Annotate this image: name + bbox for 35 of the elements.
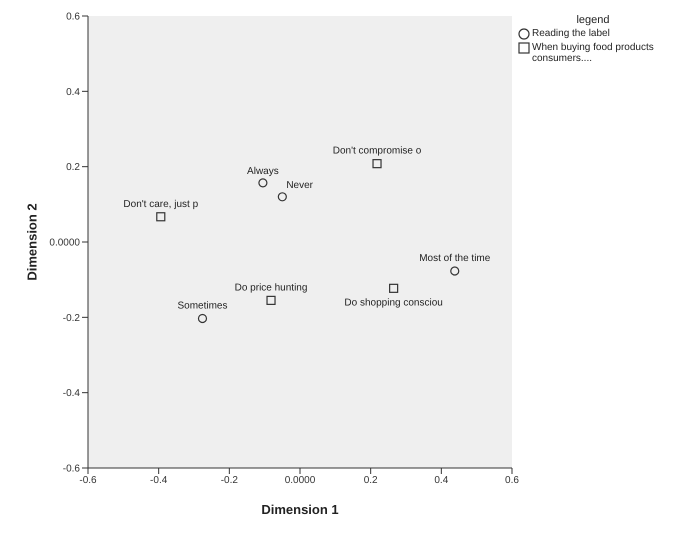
annotation: Do shopping consciou — [344, 297, 443, 308]
annotation: Always — [247, 166, 279, 177]
annotation: Do price hunting — [234, 282, 308, 294]
point — [372, 159, 382, 168]
x-tick-label: -0.6 — [79, 475, 98, 486]
legend-label: Reading the label — [532, 28, 610, 39]
y-tick-label: 0.2 — [66, 162, 80, 174]
point — [266, 296, 276, 305]
point — [450, 266, 460, 276]
x-tick-label: -0.4 — [150, 475, 168, 486]
y-tick-label: -0.2 — [62, 312, 80, 324]
annotation: Never — [286, 180, 314, 191]
y-tick-label: 0.0000 — [49, 238, 80, 249]
point — [278, 192, 287, 202]
y-tick-label: -0.6 — [62, 464, 80, 475]
x-tick-label: 0.2 — [364, 475, 378, 486]
x-tick-label: 0.4 — [434, 475, 449, 486]
legend-label: When buying food products consumers.... — [532, 42, 655, 64]
legend-title: legend — [575, 14, 611, 26]
annotation: Don't compromise o — [332, 146, 422, 157]
y-axis-title: Dimension 2 — [24, 203, 40, 281]
y-tick-label: 0.4 — [66, 86, 80, 98]
y-tick-label: -0.4 — [62, 388, 80, 400]
annotation: Sometimes — [177, 300, 228, 312]
point — [389, 284, 398, 293]
point — [198, 314, 208, 324]
y-tick-label: 0.6 — [66, 12, 80, 23]
x-tick-label: -0.2 — [220, 475, 238, 486]
x-axis-title: Dimension 1 — [261, 502, 339, 517]
annotation: Most of the time — [419, 253, 491, 264]
x-tick-label: 0.0000 — [284, 475, 316, 486]
point — [258, 178, 268, 188]
point — [156, 212, 166, 222]
x-tick-label: 0.6 — [505, 475, 520, 486]
annotation: Don't care, just p — [123, 198, 199, 210]
